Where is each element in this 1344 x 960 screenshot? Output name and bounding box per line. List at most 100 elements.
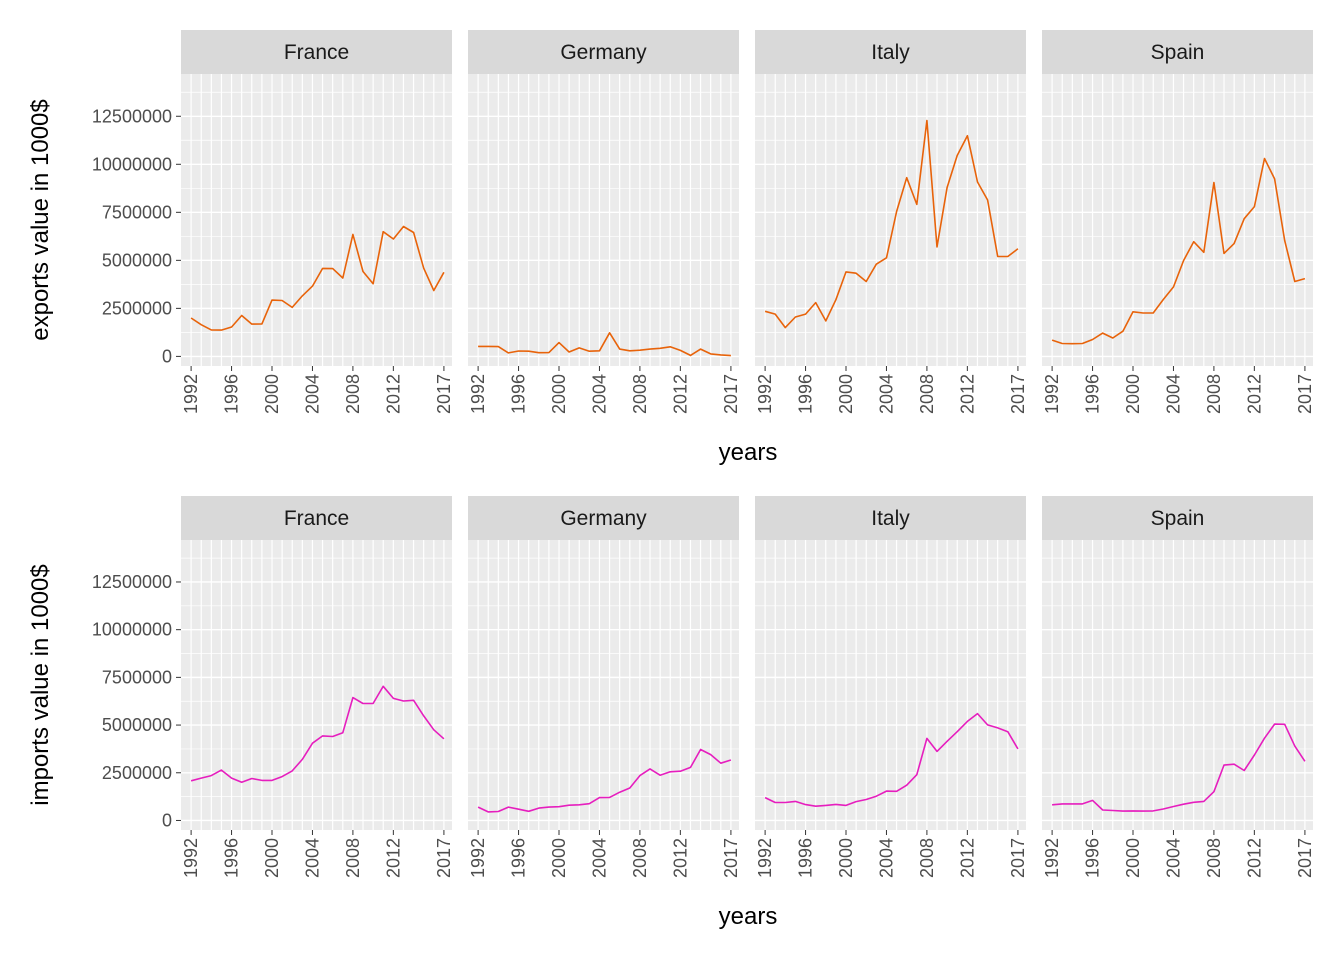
x-tick-label: 2012: [957, 374, 977, 414]
facet-label: Germany: [560, 507, 647, 530]
y-tick-label: 5000000: [102, 715, 172, 735]
y-tick-label: 10000000: [92, 620, 172, 640]
y-tick-label: 2500000: [102, 298, 172, 318]
panel-france: France 1992 1996 2000 2004 2008 2012 2017 0 25000…: [92, 496, 454, 878]
x-tick-label: 2000: [836, 838, 856, 878]
facet-strip: [468, 30, 739, 74]
panel-background: [755, 74, 1026, 366]
x-tick-label: 1992: [468, 838, 488, 878]
facet-label: France: [284, 41, 349, 64]
x-tick-label: 2012: [1244, 374, 1264, 414]
x-tick-label: 2017: [434, 374, 454, 414]
panel-spain: Spain 1992 1996 2000 2004 2008 2012 2017: [1042, 496, 1315, 878]
x-tick-label: 2008: [630, 838, 650, 878]
x-tick-label: 2004: [589, 838, 609, 878]
x-tick-label: 2008: [917, 838, 937, 878]
panel-background: [468, 540, 739, 830]
x-tick-label: 2008: [917, 374, 937, 414]
series-line-spain: [1051, 157, 1306, 345]
x-tick-label: 2012: [670, 838, 690, 878]
facet-label: Spain: [1151, 507, 1205, 530]
x-tick-label: 2017: [1008, 374, 1028, 414]
facet-strip: [1042, 30, 1313, 74]
x-tick-label: 2012: [670, 374, 690, 414]
x-tick-label: 2004: [876, 374, 896, 414]
facet-strip: [181, 496, 452, 540]
x-tick-label: 2000: [1123, 374, 1143, 414]
facet-strip: [755, 496, 1026, 540]
x-tick-label: 1992: [755, 374, 775, 414]
panel-background: [468, 74, 739, 366]
x-tick-label: 1992: [181, 374, 201, 414]
y-tick-label: 12500000: [92, 572, 172, 592]
y-tick-label: 10000000: [92, 154, 172, 174]
series-line-italy: [764, 119, 1019, 329]
facet-label: France: [284, 507, 349, 530]
y-axis-title: exports value in 1000$: [27, 99, 54, 341]
x-tick-label: 2008: [1204, 838, 1224, 878]
x-tick-label: 1996: [509, 374, 529, 414]
x-axis-title: years: [719, 439, 778, 466]
panel-germany: Germany 1992 1996 2000 2004 2008 2012 2017: [468, 30, 741, 414]
chart-row-1: France 1992 1996 2000 2004 2008 2012 2017 0 25000…: [27, 30, 1315, 466]
x-tick-label: 1996: [509, 838, 529, 878]
panel-italy: Italy 1992 1996 2000 2004 2008 2012 2017: [755, 30, 1028, 414]
x-tick-label: 2000: [549, 838, 569, 878]
x-tick-label: 1996: [796, 374, 816, 414]
x-tick-label: 2017: [434, 838, 454, 878]
x-tick-label: 2004: [876, 838, 896, 878]
x-tick-label: 2008: [343, 374, 363, 414]
panel-germany: Germany 1992 1996 2000 2004 2008 2012 2017: [468, 496, 741, 878]
x-tick-label: 2000: [262, 838, 282, 878]
chart-row-2: France 1992 1996 2000 2004 2008 2012 2017 0 25000…: [27, 496, 1315, 930]
panel-background: [1042, 74, 1313, 366]
panel-background: [181, 540, 452, 830]
facet-strip: [755, 30, 1026, 74]
x-tick-label: 2004: [302, 374, 322, 414]
series-line-germany: [477, 748, 732, 813]
x-tick-label: 2012: [957, 838, 977, 878]
x-tick-label: 1996: [1083, 374, 1103, 414]
x-tick-label: 1992: [468, 374, 488, 414]
x-tick-label: 2017: [1295, 374, 1315, 414]
y-tick-label: 7500000: [102, 202, 172, 222]
x-tick-label: 2000: [262, 374, 282, 414]
x-tick-label: 2012: [1244, 838, 1264, 878]
x-tick-label: 1992: [1042, 838, 1062, 878]
x-tick-label: 1996: [1083, 838, 1103, 878]
y-tick-label: 12500000: [92, 106, 172, 126]
x-tick-label: 1996: [222, 838, 242, 878]
panel-france: France 1992 1996 2000 2004 2008 2012 2017 0 25000…: [92, 30, 454, 414]
x-tick-label: 2017: [1008, 838, 1028, 878]
y-tick-label: 5000000: [102, 250, 172, 270]
x-tick-label: 2004: [589, 374, 609, 414]
x-axis-title: years: [719, 903, 778, 930]
facet-label: Italy: [871, 41, 910, 64]
panel-spain: Spain 1992 1996 2000 2004 2008 2012 2017: [1042, 30, 1315, 414]
panel-background: [181, 74, 452, 366]
facet-label: Italy: [871, 507, 910, 530]
x-tick-label: 2004: [1163, 374, 1183, 414]
x-tick-label: 2012: [383, 838, 403, 878]
x-tick-label: 2017: [721, 374, 741, 414]
y-tick-label: 0: [162, 346, 172, 366]
y-axis-title: imports value in 1000$: [27, 564, 54, 805]
x-tick-label: 1996: [222, 374, 242, 414]
facet-strip: [468, 496, 739, 540]
x-tick-label: 1992: [755, 838, 775, 878]
series-line-france: [190, 685, 445, 784]
facet-label: Germany: [560, 41, 647, 64]
facet-strip: [1042, 496, 1313, 540]
series-line-france: [190, 225, 445, 331]
panel-background: [755, 540, 1026, 830]
panel-background: [1042, 540, 1313, 830]
y-tick-label: 2500000: [102, 763, 172, 783]
x-tick-label: 2008: [630, 374, 650, 414]
x-tick-label: 2004: [1163, 838, 1183, 878]
y-tick-label: 0: [162, 810, 172, 830]
series-line-italy: [764, 712, 1019, 808]
panel-italy: Italy 1992 1996 2000 2004 2008 2012 2017: [755, 496, 1028, 878]
x-tick-label: 1992: [1042, 374, 1062, 414]
x-tick-label: 2017: [721, 838, 741, 878]
